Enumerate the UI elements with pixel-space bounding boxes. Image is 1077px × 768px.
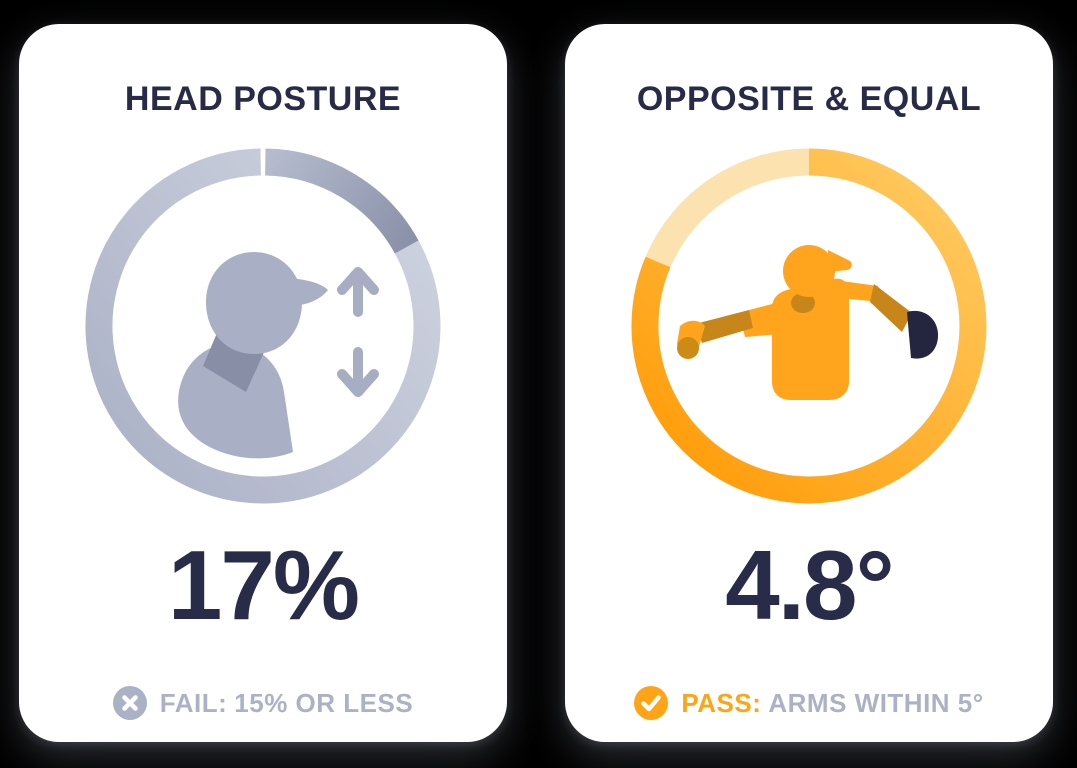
gauge-ring — [631, 148, 987, 504]
gauge-track-arc — [85, 148, 441, 504]
card-title: OPPOSITE & EQUAL — [636, 80, 982, 118]
status-row: PASS: ARMS WITHIN 5° — [565, 686, 1053, 720]
card-head-posture: HEAD POSTURE — [19, 24, 507, 742]
check-circle-icon — [634, 686, 669, 720]
gauge-pale-arc — [645, 148, 810, 268]
card-opposite-equal: OPPOSITE & EQUAL — [565, 24, 1053, 742]
gauge-main-arc — [631, 148, 987, 504]
opposite-equal-gauge — [631, 148, 987, 504]
card-title: HEAD POSTURE — [124, 80, 402, 118]
gauge-highlight-arc — [264, 148, 419, 254]
status-criteria-label: ARMS WITHIN 5° — [768, 687, 984, 718]
metric-value: 17% — [167, 530, 360, 640]
head-vertical-arrows-icon — [178, 252, 379, 459]
status-row: FAIL: 15% OR LESS — [19, 686, 507, 720]
status-result-label: FAIL: — [159, 687, 228, 718]
player-arms-extended-icon — [677, 245, 939, 400]
status-criteria-label: 15% OR LESS — [234, 687, 414, 718]
status-text: PASS: ARMS WITHIN 5° — [681, 688, 983, 719]
head-posture-gauge — [85, 148, 441, 504]
status-text: FAIL: 15% OR LESS — [160, 688, 413, 719]
gauge-ring — [85, 148, 441, 504]
x-circle-icon — [112, 686, 147, 720]
metric-value: 4.8° — [725, 530, 894, 640]
status-result-label: PASS: — [681, 687, 762, 718]
